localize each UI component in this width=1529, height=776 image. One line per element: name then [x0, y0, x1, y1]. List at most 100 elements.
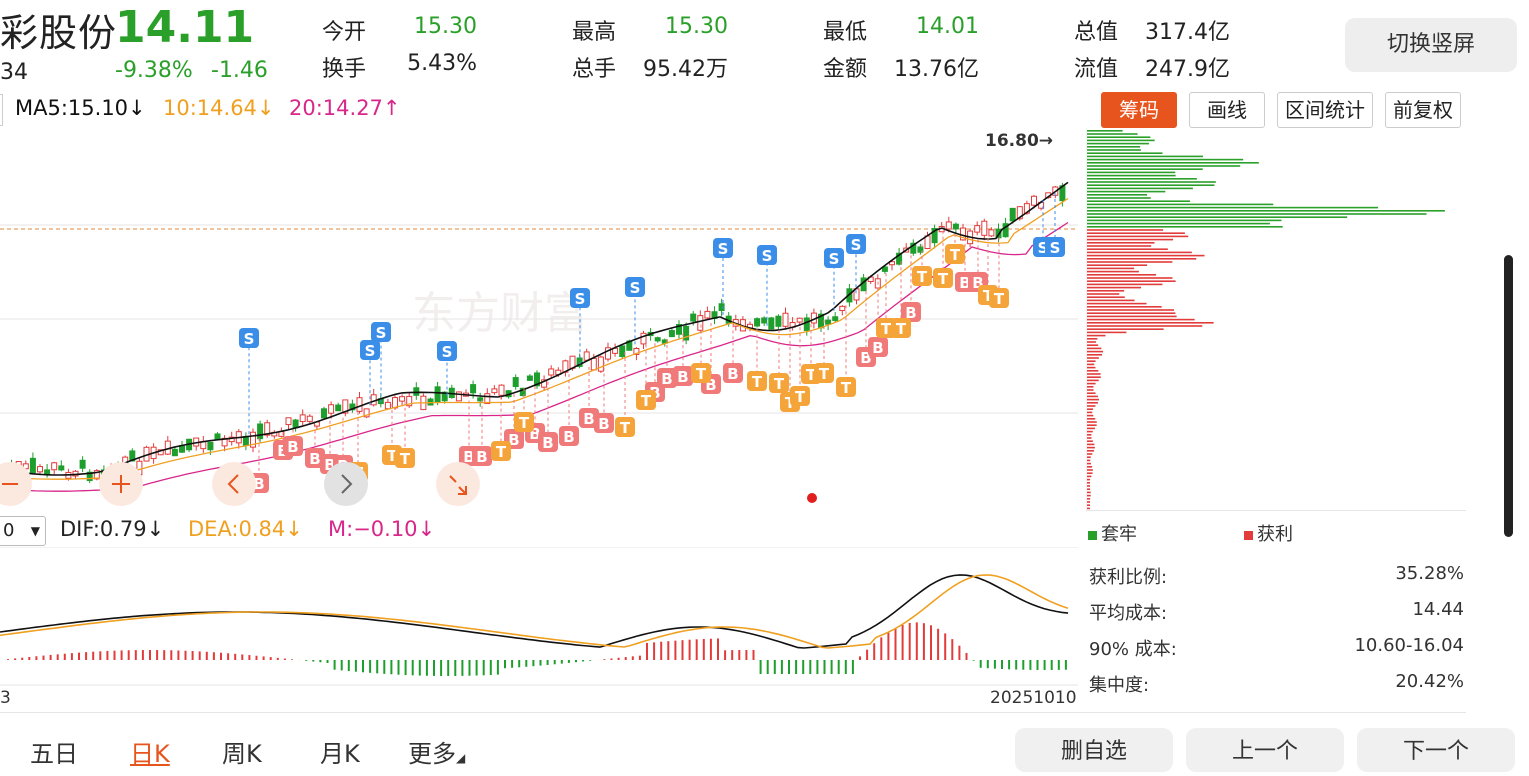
chip-bar — [1087, 421, 1097, 423]
candle-body — [336, 405, 341, 411]
candle-body — [549, 369, 554, 375]
watermark: 东方财富 — [412, 288, 588, 339]
signals-group: SSSSSSSSSSSSBBBBBBBBBBBBBBBBBBBBBBBBTTTT… — [239, 193, 1065, 493]
candle-body — [598, 357, 603, 371]
tab-daily-k[interactable]: 日K — [130, 734, 170, 769]
candle-body — [492, 389, 497, 393]
tab-five-day[interactable]: 五日 — [30, 734, 78, 769]
candle-body — [953, 224, 958, 229]
chip-bar — [1087, 306, 1162, 308]
chip-bar — [1087, 175, 1176, 177]
candlestick-chart[interactable]: 东方财富 SSSSSSSSSSSSBBBBBBBBBBBBBBBBBBBBBBB… — [0, 128, 1082, 512]
chip-bar — [1087, 332, 1126, 334]
chip-bar — [1087, 204, 1273, 206]
ma5-indicator: MA5:15.10↓ — [15, 96, 146, 120]
chip-bar — [1087, 200, 1190, 202]
stat-label-float-value: 流值 — [1074, 51, 1118, 83]
stock-name: 彩股份 — [0, 2, 117, 57]
signal-letter: T — [917, 268, 928, 286]
candle-body — [293, 420, 298, 428]
scroll-left-button[interactable] — [212, 462, 256, 506]
chip-bar — [1087, 508, 1090, 510]
avg-cost-label: 平均成本: — [1089, 599, 1167, 625]
chip-bar — [1087, 194, 1147, 196]
adjust-button[interactable]: 前复权 — [1385, 92, 1461, 128]
chip-bar — [1087, 162, 1259, 164]
cost-90-value: 10.60-16.04 — [1354, 635, 1464, 656]
candle-body — [456, 392, 461, 401]
candle-body — [80, 460, 85, 468]
chip-bar — [1087, 469, 1093, 471]
candle-body — [946, 222, 951, 229]
chip-bar — [1087, 440, 1093, 442]
chip-bar — [1087, 488, 1090, 490]
chip-bar — [1087, 268, 1134, 270]
end-date-label: 20251010 — [990, 688, 1077, 708]
candle-body — [400, 397, 405, 401]
chip-bar — [1087, 216, 1347, 218]
chip-bar — [1087, 136, 1150, 138]
next-stock-button[interactable]: 下一个 — [1357, 728, 1515, 772]
trapped-swatch-icon — [1088, 531, 1097, 540]
stat-label-amount: 金额 — [823, 51, 867, 83]
chip-bar — [1087, 261, 1172, 263]
signal-letter: T — [938, 270, 949, 288]
chip-bar — [1087, 143, 1149, 145]
chip-bar — [1087, 300, 1135, 302]
candle-body — [755, 319, 760, 326]
chips-tab[interactable]: 筹码 — [1101, 92, 1177, 128]
chip-bar — [1087, 348, 1101, 350]
candle-body — [769, 318, 774, 329]
fullscreen-button[interactable] — [436, 462, 480, 506]
prev-stock-button[interactable]: 上一个 — [1186, 728, 1344, 772]
signal-letter: B — [583, 410, 594, 428]
chip-bar — [1087, 479, 1090, 481]
chip-bar — [1087, 402, 1098, 404]
concentration-value: 20.42% — [1395, 671, 1464, 692]
chip-bar — [1087, 293, 1119, 295]
macd-chart[interactable] — [0, 547, 1078, 687]
scrollbar[interactable] — [1504, 255, 1513, 537]
chip-bar — [1087, 380, 1099, 382]
chip-bar — [1087, 335, 1105, 337]
stat-label-total-value: 总值 — [1074, 14, 1118, 46]
stat-label-turnover: 换手 — [322, 51, 366, 83]
chip-distribution-chart — [1086, 128, 1468, 512]
signal-letter: S — [376, 324, 387, 342]
switch-portrait-button[interactable]: 切换竖屏 — [1345, 18, 1517, 72]
tab-monthly-k[interactable]: 月K — [320, 734, 360, 769]
stat-value-low: 14.01 — [895, 14, 979, 39]
candle-body — [762, 318, 767, 323]
draw-line-button[interactable]: 画线 — [1189, 92, 1265, 128]
chip-bar — [1087, 383, 1096, 385]
chip-bar — [1087, 258, 1196, 260]
tab-more[interactable]: 更多◢ — [408, 734, 465, 769]
period-selector-edge[interactable] — [0, 94, 3, 126]
signal-letter: T — [994, 290, 1005, 308]
chip-bar — [1087, 325, 1202, 327]
scroll-right-button[interactable] — [324, 462, 368, 506]
macd-period-select[interactable]: 0 ▼ — [0, 516, 46, 546]
chip-bar — [1087, 386, 1093, 388]
signal-letter: T — [641, 392, 652, 410]
signal-letter: T — [696, 365, 707, 383]
current-dot — [807, 493, 817, 503]
candle-body — [286, 418, 291, 425]
candle-body — [52, 463, 57, 470]
remove-watchlist-button[interactable]: 删自选 — [1015, 728, 1173, 772]
tab-weekly-k[interactable]: 周K — [222, 734, 262, 769]
candle-body — [797, 318, 802, 322]
candle-body — [357, 398, 362, 412]
candle-body — [243, 437, 248, 446]
current-price: 14.11 — [115, 2, 254, 53]
candle-body — [59, 466, 64, 470]
chip-bar — [1087, 248, 1168, 250]
chip-bar — [1087, 130, 1123, 132]
high-price-label: 16.80→ — [985, 131, 1053, 151]
chip-bar — [1087, 434, 1091, 436]
stat-value-open: 15.30 — [395, 14, 477, 39]
chip-bar — [1087, 303, 1147, 305]
range-stats-button[interactable]: 区间统计 — [1277, 92, 1373, 128]
chip-bar — [1087, 287, 1141, 289]
chip-bar — [1087, 357, 1099, 359]
